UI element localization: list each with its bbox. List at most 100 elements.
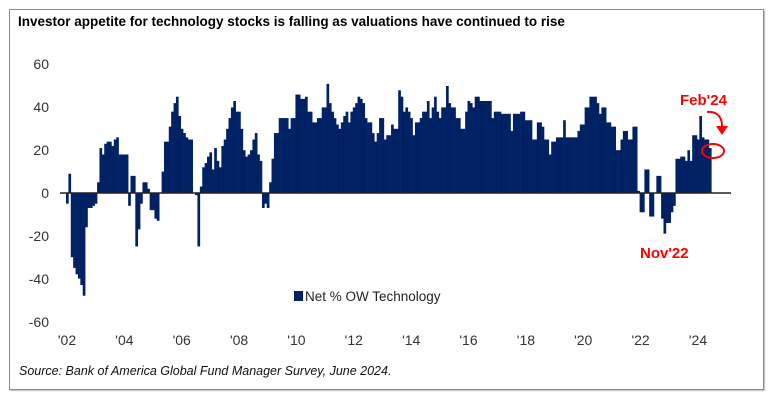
bar — [281, 118, 284, 193]
bar — [371, 133, 375, 193]
bar — [448, 103, 452, 193]
bar — [527, 120, 530, 193]
bar — [462, 128, 466, 193]
bar — [412, 135, 416, 193]
bar — [97, 182, 100, 193]
bar — [367, 122, 370, 193]
bar — [305, 96, 308, 193]
bar — [625, 130, 628, 193]
bar — [402, 111, 406, 193]
bar — [627, 139, 631, 193]
bar — [259, 160, 263, 193]
bar — [207, 156, 210, 193]
bar — [82, 193, 86, 296]
bar — [283, 118, 287, 193]
bar — [135, 193, 138, 247]
bar — [94, 193, 98, 204]
bar — [434, 96, 437, 193]
bar — [154, 193, 158, 219]
bar — [398, 90, 401, 193]
bar — [147, 188, 150, 193]
bar — [534, 139, 538, 193]
y-axis-ticks: 60 40 20 0 -20 -40 -60 — [29, 56, 49, 330]
bar — [548, 154, 552, 193]
bar — [254, 133, 258, 193]
bar — [646, 169, 650, 193]
bar — [496, 111, 499, 193]
bars-group — [66, 83, 712, 296]
bar — [118, 154, 122, 193]
bar — [575, 137, 578, 193]
bar — [230, 107, 234, 193]
bar — [601, 107, 605, 193]
bar — [505, 113, 509, 193]
bar — [589, 96, 593, 193]
bar — [651, 193, 655, 217]
x-tick-label: '12 — [345, 332, 363, 348]
bar — [221, 145, 225, 193]
bar — [293, 118, 296, 193]
bar — [431, 107, 435, 193]
bar — [171, 111, 174, 193]
bar — [73, 193, 76, 268]
bar — [144, 182, 148, 193]
bar — [379, 118, 382, 193]
bar — [701, 137, 705, 193]
bar — [649, 193, 652, 217]
bar — [706, 139, 710, 193]
bar — [486, 100, 490, 193]
bar — [149, 193, 153, 211]
bar — [704, 139, 707, 193]
bar — [446, 86, 449, 193]
x-tick-label: '06 — [173, 332, 191, 348]
bar — [285, 118, 289, 193]
bar — [388, 135, 392, 193]
bar — [202, 167, 205, 193]
bar — [637, 190, 640, 193]
bar — [680, 156, 683, 193]
bar — [582, 124, 585, 193]
bar — [491, 118, 495, 193]
bar — [245, 156, 248, 193]
bar — [214, 148, 217, 193]
bar — [591, 96, 595, 193]
bar — [338, 128, 342, 193]
source-note: Source: Bank of America Global Fund Mana… — [19, 364, 392, 378]
bar — [226, 128, 229, 193]
x-tick-label: '18 — [517, 332, 535, 348]
bar — [364, 118, 368, 193]
bar — [331, 111, 334, 193]
bar — [546, 139, 550, 193]
bar — [570, 137, 573, 193]
bar — [324, 107, 327, 193]
bar — [553, 141, 557, 193]
bar — [326, 83, 330, 193]
bar — [123, 154, 127, 193]
bar — [300, 98, 303, 193]
bar — [89, 193, 93, 208]
bar — [675, 158, 679, 193]
bar — [419, 118, 423, 193]
bar — [563, 120, 566, 193]
bar — [252, 139, 256, 193]
bar — [615, 150, 619, 193]
bar — [438, 118, 442, 193]
bar — [261, 193, 265, 208]
bar — [587, 107, 590, 193]
bar — [663, 193, 667, 234]
bar — [109, 141, 112, 193]
bar — [596, 103, 600, 193]
bar — [257, 154, 260, 193]
bar — [503, 113, 507, 193]
curved-arrow-icon — [706, 110, 723, 127]
bar — [455, 118, 459, 193]
bar — [77, 193, 81, 279]
y-tick-label: -40 — [29, 271, 49, 287]
bar — [218, 167, 222, 193]
bar — [517, 113, 521, 193]
bar — [441, 107, 444, 193]
bar — [247, 154, 251, 193]
bar — [290, 118, 294, 193]
bar — [233, 100, 236, 193]
